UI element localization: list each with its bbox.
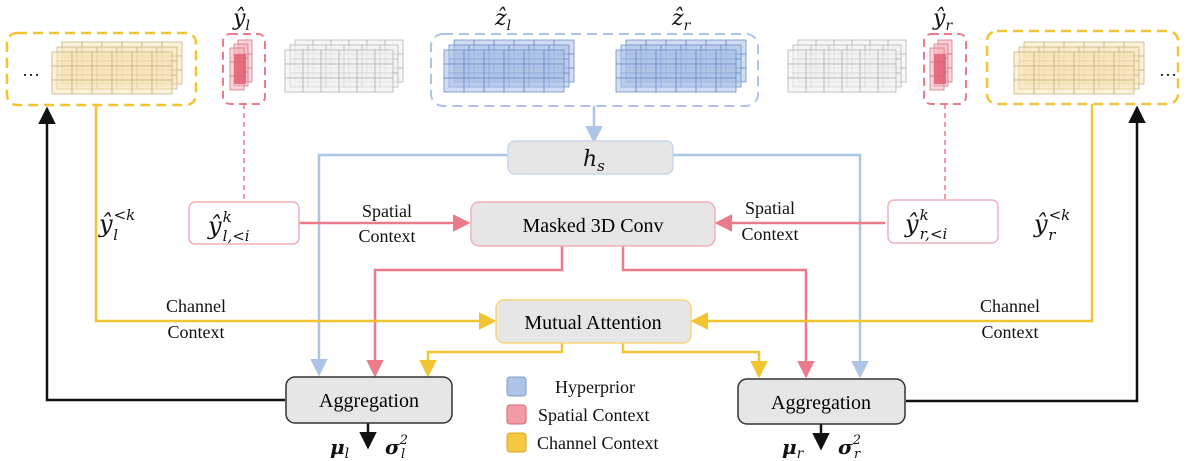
aggregation-right-node: Aggregation — [737, 378, 906, 425]
y-r-prev-tensor — [1013, 41, 1145, 95]
legend-swatch-hyperprior — [506, 376, 527, 397]
edge-hs-to-agg-right — [673, 153, 869, 379]
edge-agg-right-feedback — [906, 105, 1146, 403]
ellipsis-left: … — [22, 60, 40, 80]
svg-text:ŷkr,<i: ŷk r,<i — [904, 206, 948, 243]
edge-yl-prev-to-attention — [94, 105, 497, 330]
z-dashed-frame — [430, 33, 759, 107]
edge-label-context-right: Context — [742, 224, 799, 244]
legend-item-hyperprior: Hyperprior — [506, 376, 635, 397]
z-r-tensor — [615, 39, 747, 93]
svg-text:Masked 3D Conv: Masked 3D Conv — [522, 215, 663, 237]
y-l-future-slices — [284, 39, 404, 93]
y-r-future-slices — [787, 39, 907, 93]
svg-text:Channel Context: Channel Context — [537, 433, 658, 453]
output-sigma-r: σ2 r — [838, 433, 861, 461]
mutual-attention-node: Mutual Attention — [495, 299, 692, 344]
svg-text:Mutual Attention: Mutual Attention — [524, 312, 661, 334]
edge-label-context-left: Context — [359, 226, 416, 246]
edge-attention-to-agg-left — [419, 343, 564, 378]
y-l-current-slice — [229, 39, 253, 91]
aggregation-left-node: Aggregation — [285, 376, 453, 424]
y-l-prev-dashed-frame — [5, 31, 198, 107]
spatial-context-right-node: ŷk r,<i — [887, 199, 999, 244]
edge-label-channel-left: Channel — [166, 296, 226, 316]
output-sigma-l: σ2 l — [385, 433, 408, 461]
output-mu-l: μl — [330, 435, 349, 461]
masked-3d-conv-node: Masked 3D Conv — [470, 201, 716, 247]
spatial-context-left-node: ŷk l,<i — [188, 201, 300, 245]
y-l-label: ŷl — [232, 6, 250, 34]
edge-label-channel-right: Channel — [980, 296, 1040, 316]
svg-text:ŷkl,<i: ŷk l,<i — [207, 208, 250, 245]
edge-agg-left-feedback — [38, 106, 285, 402]
edge-label-channel-context-right: Context — [982, 322, 1039, 342]
legend-swatch-spatial — [506, 404, 527, 425]
y-r-label: ŷr — [932, 6, 953, 34]
y-l-prev-tensor — [51, 41, 183, 95]
legend: Hyperprior Spatial Context Channel Conte… — [506, 376, 658, 453]
z-r-label: ẑr — [671, 6, 692, 34]
legend-item-spatial-context: Spatial Context — [506, 404, 650, 425]
y-r-prev-label: ŷ<k r — [1033, 206, 1070, 244]
y-l-prev-label: ŷ<k l — [98, 206, 135, 244]
edge-label-channel-context-left: Context — [168, 322, 225, 342]
output-mu-r: μr — [782, 435, 805, 461]
svg-text:Aggregation: Aggregation — [771, 392, 871, 414]
svg-text:Spatial Context: Spatial Context — [538, 405, 650, 425]
ellipsis-right: … — [1159, 60, 1177, 80]
edge-hs-to-agg-left — [310, 153, 508, 377]
edge-yr-prev-to-attention — [690, 104, 1094, 330]
svg-text:Hyperprior: Hyperprior — [555, 377, 635, 397]
y-r-prev-dashed-frame — [985, 29, 1180, 106]
svg-text:Aggregation: Aggregation — [319, 390, 419, 412]
legend-swatch-channel — [506, 432, 527, 453]
edge-conv-to-agg-right — [621, 246, 815, 379]
hs-node: hs — [507, 140, 674, 175]
legend-item-channel-context: Channel Context — [506, 432, 658, 453]
edge-attention-to-agg-right — [621, 343, 768, 379]
z-l-label: ẑl — [494, 6, 511, 34]
edge-label-spatial-left: Spatial — [362, 201, 412, 221]
svg-text:hs: hs — [583, 147, 605, 175]
edge-label-spatial-right: Spatial — [745, 198, 795, 218]
y-r-current-slice — [929, 39, 953, 91]
z-l-tensor — [443, 39, 575, 93]
